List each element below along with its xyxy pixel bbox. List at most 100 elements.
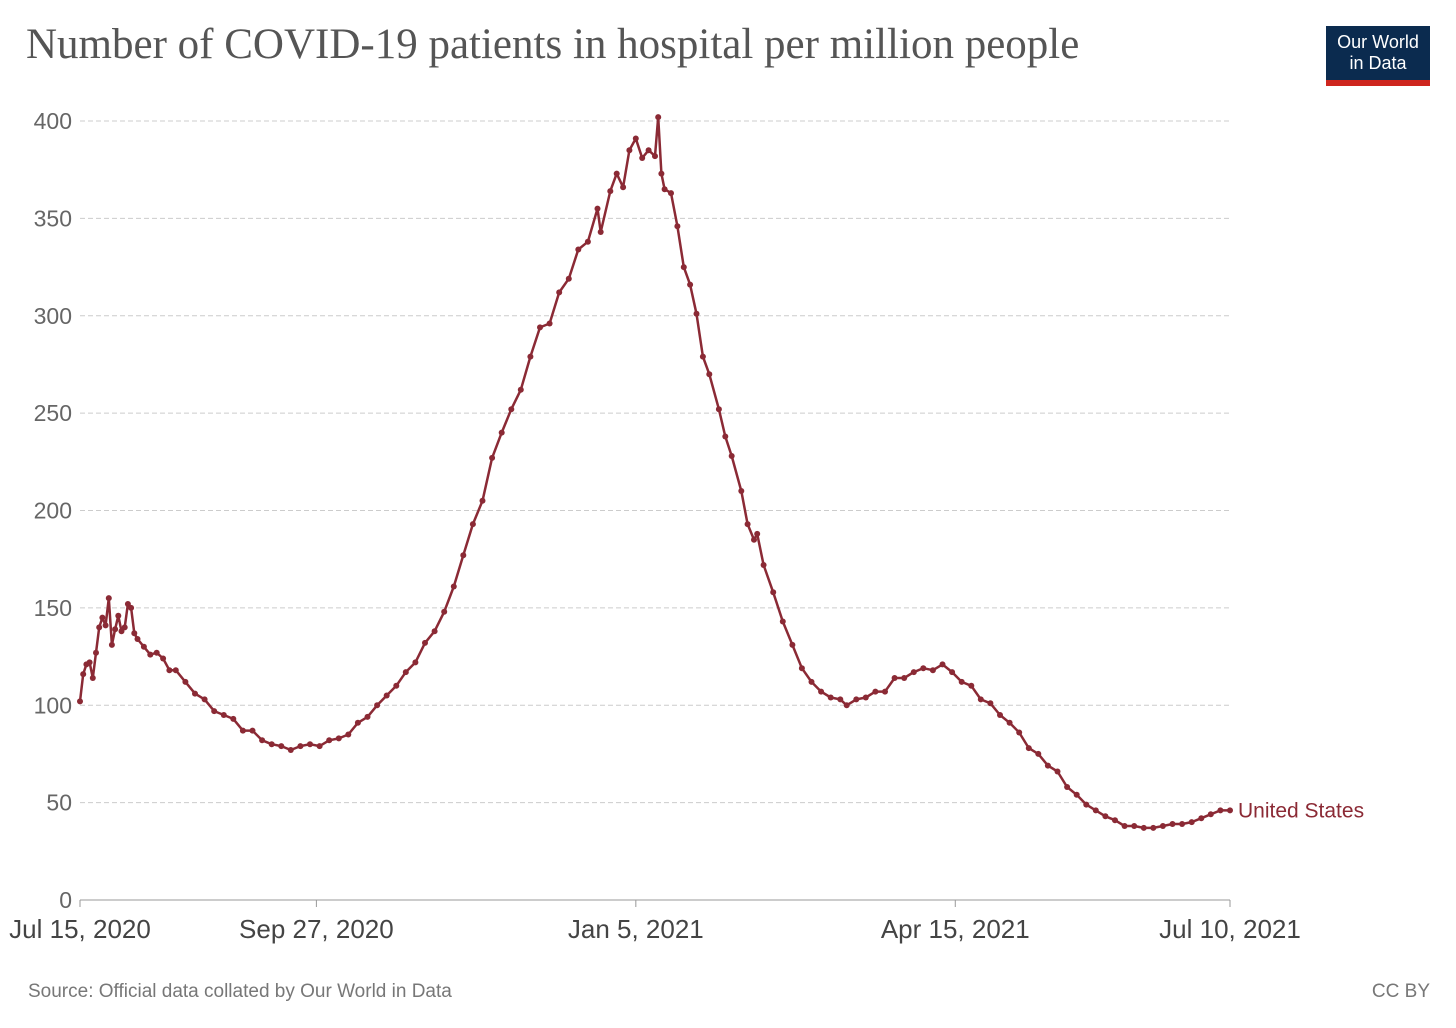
license-label[interactable]: CC BY (1371, 981, 1430, 1002)
data-point (818, 688, 825, 695)
line-chart: 0 50 100 150 200 250 300 350 400 Jul 15, 2020 Sep… (9, 108, 1364, 944)
data-point (968, 682, 975, 689)
data-point (837, 696, 844, 703)
data-point (383, 692, 390, 699)
data-point (249, 727, 256, 734)
data-point (594, 205, 601, 212)
data-point (1188, 819, 1195, 826)
data-point (661, 186, 668, 193)
data-point (891, 675, 898, 681)
data-point (827, 694, 834, 701)
data-point (901, 675, 908, 681)
data-point (479, 497, 486, 504)
data-point (597, 229, 604, 235)
data-point (1112, 817, 1118, 824)
data-point (80, 671, 87, 678)
data-point (872, 688, 879, 695)
data-point (706, 371, 713, 378)
data-point (1169, 821, 1176, 827)
x-tick-label: Jul 15, 2020 (9, 914, 151, 944)
data-point (112, 626, 119, 633)
chart-title: Number of COVID-19 patients in hospital … (26, 21, 1080, 68)
data-point (862, 694, 869, 701)
data-point (929, 667, 936, 674)
data-point (460, 552, 467, 559)
data-point (1227, 807, 1233, 814)
data-point (441, 608, 448, 615)
data-point (652, 153, 658, 160)
data-point (565, 275, 572, 282)
y-tick-label: 200 (34, 498, 72, 524)
data-point (182, 678, 189, 685)
data-point (220, 712, 227, 718)
data-point (655, 114, 662, 121)
owid-logo[interactable]: Our World in Data (1326, 26, 1430, 86)
data-point (798, 665, 805, 672)
data-point (172, 667, 179, 674)
data-point (77, 698, 83, 705)
data-point (527, 353, 534, 360)
data-point (508, 406, 515, 413)
source-note: Source: Official data collated by Our Wo… (28, 981, 452, 1002)
data-point (668, 190, 674, 197)
data-point (620, 184, 627, 191)
y-tick-label: 300 (34, 303, 72, 329)
data-point (910, 669, 917, 676)
data-point (393, 682, 400, 689)
x-tick-label: Jan 5, 2021 (568, 914, 704, 944)
data-point (239, 727, 246, 734)
data-point (1207, 811, 1214, 818)
data-point (364, 713, 371, 720)
data-point (128, 604, 135, 611)
data-point (626, 147, 633, 154)
data-point (412, 659, 419, 666)
data-point (1054, 768, 1061, 775)
data-point (546, 320, 553, 327)
data-point (1064, 784, 1071, 790)
data-point (86, 659, 93, 666)
data-point (843, 702, 850, 709)
data-point (431, 628, 438, 635)
y-tick-label: 50 (46, 790, 72, 816)
data-point (335, 735, 342, 742)
data-point (1092, 807, 1099, 814)
data-point (450, 583, 457, 590)
data-point (639, 155, 646, 161)
data-point (1016, 729, 1023, 736)
data-point (958, 678, 965, 685)
y-tick-label: 400 (34, 108, 72, 134)
data-point (345, 731, 352, 738)
data-point (997, 712, 1003, 718)
data-point (949, 669, 956, 676)
data-point (715, 406, 722, 413)
data-point (920, 665, 927, 672)
series-label: United States (1238, 799, 1364, 822)
x-tick-label: Apr 15, 2021 (881, 914, 1030, 944)
logo-line-2: in Data (1349, 53, 1407, 73)
data-point (744, 521, 751, 528)
data-point (140, 643, 147, 650)
data-point (489, 454, 496, 461)
data-point (770, 589, 777, 596)
data-point (556, 289, 563, 296)
data-point (297, 743, 304, 750)
data-point (1083, 801, 1090, 808)
data-point (96, 624, 103, 631)
data-point (259, 737, 266, 744)
data-point (789, 641, 796, 648)
y-tick-label: 100 (34, 692, 72, 718)
y-tick-label: 150 (34, 595, 72, 621)
data-point (882, 688, 888, 695)
data-point (738, 488, 745, 494)
data-point (211, 708, 218, 715)
data-point (517, 386, 524, 393)
data-point (354, 719, 361, 726)
x-tick-label: Jul 10, 2021 (1159, 914, 1301, 944)
data-point (99, 614, 106, 621)
data-point (307, 741, 313, 748)
data-point (987, 700, 994, 707)
data-point (751, 536, 757, 543)
data-point (147, 651, 154, 658)
data-point (699, 353, 706, 360)
data-point (607, 188, 614, 195)
